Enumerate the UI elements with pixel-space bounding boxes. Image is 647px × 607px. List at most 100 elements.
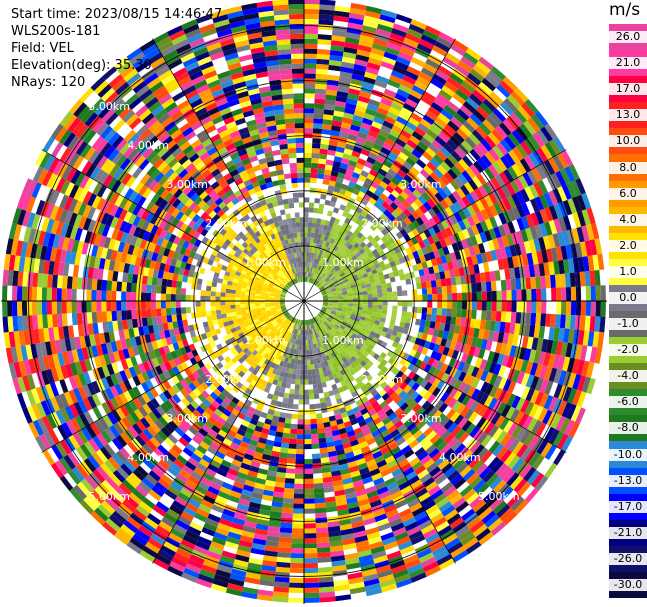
velocity-gate [480, 434, 493, 448]
velocity-gate [343, 174, 352, 182]
velocity-gate [435, 336, 443, 346]
velocity-gate [325, 319, 331, 324]
velocity-gate [304, 419, 311, 425]
velocity-gate [463, 51, 479, 65]
velocity-gate [349, 7, 366, 16]
velocity-gate [328, 254, 334, 260]
velocity-gate [230, 304, 236, 309]
velocity-gate [126, 301, 132, 311]
velocity-gate [484, 383, 494, 396]
velocity-gate [459, 406, 470, 418]
velocity-gate [469, 273, 477, 284]
velocity-gate [365, 329, 372, 335]
velocity-gate [540, 313, 547, 327]
velocity-gate [404, 322, 411, 330]
velocity-gate [304, 548, 318, 554]
velocity-gate [340, 257, 346, 263]
velocity-gate [576, 210, 587, 227]
velocity-gate [425, 280, 432, 289]
velocity-gate [288, 393, 295, 400]
velocity-gate [140, 292, 147, 301]
velocity-gate [339, 126, 351, 134]
velocity-gate [352, 274, 358, 280]
velocity-gate [418, 38, 435, 50]
velocity-gate [323, 283, 329, 288]
velocity-gate [340, 313, 346, 317]
velocity-gate [385, 332, 392, 340]
velocity-gate [205, 285, 212, 292]
velocity-gate [356, 100, 369, 109]
velocity-gate [595, 285, 601, 301]
velocity-gate [582, 330, 590, 346]
velocity-gate [453, 112, 467, 125]
velocity-gate [540, 144, 553, 160]
velocity-gate [423, 363, 432, 373]
velocity-gate [553, 368, 563, 384]
velocity-gate [230, 293, 236, 298]
velocity-gate [326, 252, 331, 259]
velocity-gate [430, 258, 438, 267]
velocity-gate [543, 221, 553, 236]
velocity-gate [366, 173, 376, 182]
velocity-gate [352, 114, 364, 123]
velocity-gate [372, 272, 379, 279]
velocity-gate [408, 153, 420, 163]
velocity-gate [388, 106, 401, 116]
velocity-gate [554, 274, 561, 288]
velocity-gate [455, 317, 462, 326]
velocity-gate [344, 281, 350, 286]
velocity-gate [409, 89, 423, 100]
velocity-gate [486, 95, 500, 109]
velocity-gate [151, 277, 158, 286]
velocity-gate [482, 182, 493, 195]
velocity-gate [283, 487, 295, 494]
velocity-gate [294, 468, 304, 474]
velocity-gate [492, 331, 500, 343]
velocity-gate [380, 228, 389, 236]
velocity-gate [480, 381, 490, 394]
velocity-gate [313, 113, 324, 120]
velocity-gate [304, 123, 314, 129]
velocity-gate [543, 366, 553, 381]
velocity-gate [407, 301, 413, 307]
velocity-gate [351, 171, 361, 180]
velocity-gate [326, 265, 332, 271]
velocity-gate [330, 244, 336, 250]
velocity-gate [316, 417, 324, 424]
velocity-gate [398, 256, 406, 264]
velocity-gate [453, 414, 465, 426]
velocity-gate [350, 313, 357, 318]
velocity-gate [516, 143, 529, 159]
velocity-gate [337, 255, 344, 261]
velocity-gate [448, 269, 456, 278]
velocity-gate [450, 316, 457, 325]
velocity-gate [487, 70, 503, 85]
velocity-gate [444, 124, 457, 136]
velocity-gate [319, 311, 325, 316]
velocity-gate [496, 446, 509, 460]
velocity-gate [309, 187, 316, 194]
velocity-gate [314, 98, 326, 105]
velocity-gate [473, 264, 480, 274]
velocity-gate [406, 139, 418, 150]
velocity-gate [363, 205, 371, 214]
velocity-gate [71, 288, 77, 301]
velocity-gate [412, 250, 420, 259]
velocity-gate [369, 125, 381, 134]
velocity-gate [351, 333, 358, 339]
velocity-gate [363, 341, 371, 348]
velocity-gate [476, 431, 489, 445]
velocity-gate [325, 230, 331, 237]
velocity-gate [453, 176, 465, 188]
velocity-gate [430, 78, 445, 90]
velocity-gate [415, 359, 423, 368]
velocity-gate [450, 165, 462, 177]
velocity-gate [416, 43, 433, 55]
velocity-gate [386, 42, 402, 52]
velocity-gate [376, 133, 388, 143]
velocity-gate [304, 83, 316, 89]
velocity-gate [500, 311, 507, 323]
velocity-gate [347, 258, 354, 264]
velocity-gate [335, 311, 342, 316]
velocity-gate [315, 188, 322, 194]
